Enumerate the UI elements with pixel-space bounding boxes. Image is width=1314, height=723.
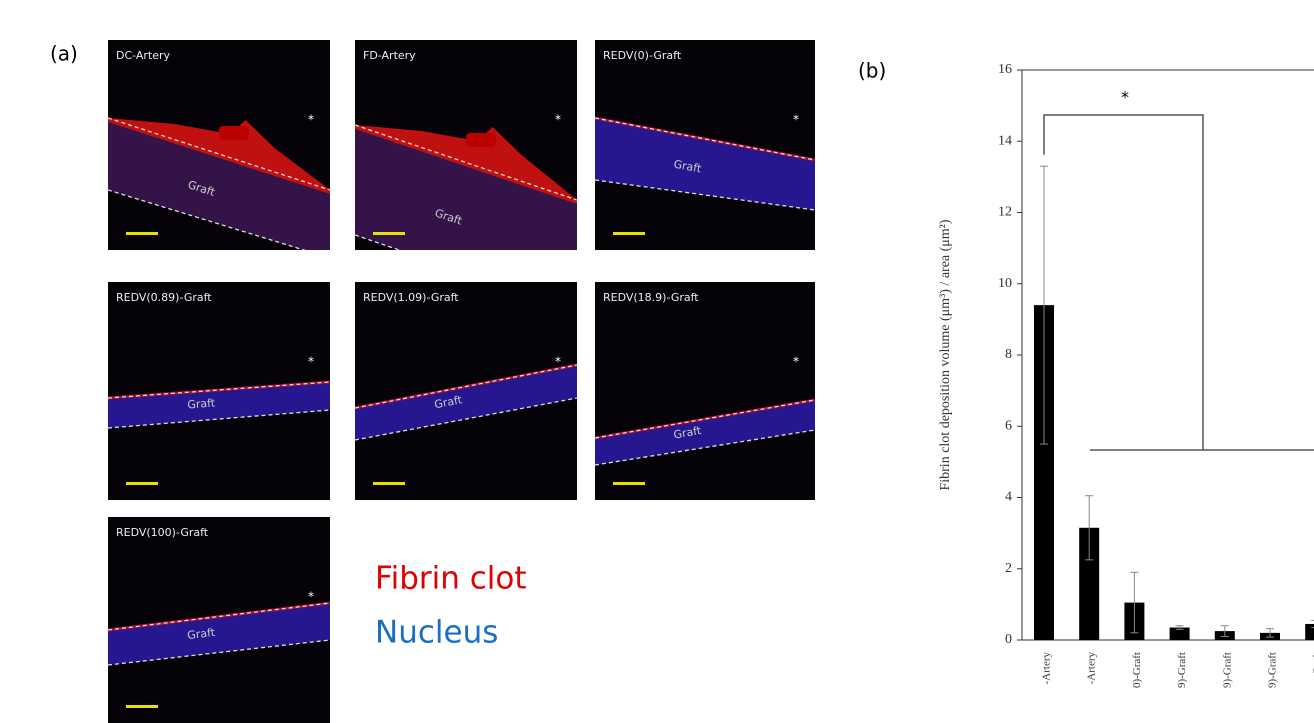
y-tick-label: 6 [1005, 418, 1012, 433]
y-tick-label: 14 [998, 133, 1012, 148]
clot [355, 125, 577, 204]
y-tick-label: 10 [998, 276, 1012, 291]
border-line [595, 429, 815, 466]
graft-band [595, 118, 815, 210]
x-tick-label: -Artery [1086, 652, 1098, 685]
legend-text: Fibrin clot [375, 561, 527, 597]
x-tick-label: 9)-Graft [1176, 652, 1188, 688]
image-title: REDV(0.89)-Graft [116, 291, 212, 304]
image-title: REDV(100)-Graft [116, 526, 209, 539]
scale-bar [126, 705, 158, 708]
scale-bar [613, 232, 645, 235]
border-line [595, 117, 815, 161]
bar [1079, 527, 1100, 640]
marker: * [793, 355, 799, 369]
graft-band [108, 382, 330, 428]
x-tick-label: 0)-Graft [1131, 652, 1143, 688]
region-label: Graft [673, 424, 703, 442]
graft-band [108, 603, 330, 665]
clot [108, 118, 330, 194]
scale-bar [126, 232, 158, 235]
border-line [355, 397, 577, 441]
region-label: Graft [187, 396, 216, 411]
panel-label: (a) [50, 42, 78, 66]
marker: * [555, 113, 561, 127]
scale-bar [373, 482, 405, 485]
micrograph: REDV(0)-Graft Graft * [595, 40, 815, 250]
y-axis-label: Fibrin clot deposition volume (μm³) / ar… [938, 219, 953, 490]
y-tick-label: 12 [998, 205, 1012, 220]
region-label: Graft [673, 158, 703, 176]
border-line [108, 639, 330, 666]
border-line [108, 189, 307, 250]
region-label: Graft [433, 393, 463, 411]
border-line [108, 409, 330, 429]
clot [466, 133, 496, 147]
micrograph: REDV(0.89)-Graft Graft * [108, 282, 330, 500]
image-title: REDV(0)-Graft [603, 49, 682, 62]
bar [1034, 305, 1054, 640]
micrograph: REDV(100)-Graft Graft * [108, 517, 330, 723]
y-tick-label: 2 [1005, 561, 1012, 576]
region-label: Graft [187, 626, 217, 642]
border-line [355, 364, 577, 409]
marker: * [555, 355, 561, 369]
significance-star: * [1121, 88, 1129, 107]
micrograph: REDV(18.9)-Graft Graft * [595, 282, 815, 500]
marker: * [308, 355, 314, 369]
y-tick-label: 8 [1005, 347, 1012, 362]
clot [219, 126, 249, 140]
border-line [595, 399, 815, 439]
x-tick-label: -Artery [1041, 652, 1053, 685]
border-line [108, 117, 330, 191]
marker: * [308, 590, 314, 604]
marker: * [793, 113, 799, 127]
micrograph: REDV(1.09)-Graft Graft * [355, 282, 577, 500]
significance-bracket [1043, 114, 1204, 450]
panel-label: (b) [858, 59, 886, 83]
image-title: REDV(1.09)-Graft [363, 291, 459, 304]
x-tick-label: 9)-Graft [1267, 652, 1279, 688]
border-line [595, 179, 815, 211]
scale-bar [126, 482, 158, 485]
border-line [108, 381, 330, 399]
graft-band [595, 400, 815, 465]
image-title: FD-Artery [363, 49, 416, 62]
image-title: REDV(18.9)-Graft [603, 291, 699, 304]
y-tick-label: 16 [998, 62, 1012, 77]
bar [1305, 623, 1314, 640]
scale-bar [373, 232, 405, 235]
legend-text: Nucleus [375, 615, 498, 651]
bar [1169, 627, 1190, 640]
marker: * [308, 113, 314, 127]
image-title: DC-Artery [116, 49, 171, 62]
border-line [108, 602, 330, 631]
scale-bar [613, 482, 645, 485]
x-tick-label: -Graft [1312, 652, 1314, 679]
image-bg [595, 282, 815, 500]
x-tick-label: 9)-Graft [1221, 652, 1233, 688]
graft-band [108, 118, 330, 250]
graft-band [355, 365, 577, 440]
graft-band [355, 125, 577, 250]
y-tick-label: 4 [1005, 490, 1012, 505]
y-tick-label: 0 [1005, 632, 1012, 647]
